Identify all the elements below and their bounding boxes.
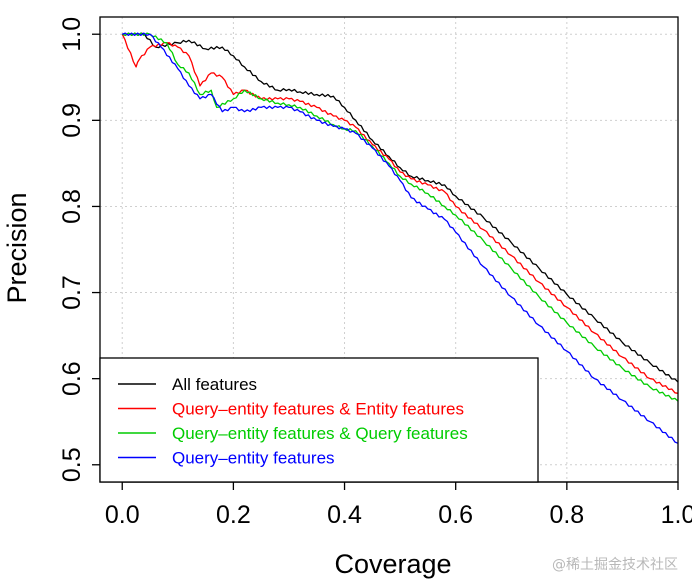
series-line — [121, 32, 679, 444]
series-line — [121, 32, 679, 383]
x-axis-ticks: 0.0 0.2 0.4 0.6 0.8 1.0 — [105, 481, 692, 529]
legend-label: Query–entity features & Entity features — [172, 400, 464, 419]
y-tick-label: 1.0 — [58, 17, 86, 52]
watermark-text: @稀土掘金技术社区 — [552, 557, 678, 573]
y-tick-label: 0.8 — [58, 189, 86, 224]
series-line — [121, 33, 679, 394]
y-axis-label: Precision — [2, 192, 32, 303]
series-lines — [121, 32, 679, 444]
y-tick-label: 0.5 — [58, 447, 86, 482]
y-tick-label: 0.7 — [58, 275, 86, 310]
legend-label: Query–entity features — [172, 449, 335, 468]
x-axis-label: Coverage — [334, 549, 451, 579]
x-tick-label: 0.0 — [105, 501, 140, 529]
x-tick-label: 0.4 — [327, 501, 362, 529]
y-axis-ticks: 0.5 0.6 0.7 0.8 0.9 1.0 — [58, 17, 100, 482]
x-tick-label: 0.6 — [438, 501, 473, 529]
legend-label: All features — [172, 375, 257, 394]
x-tick-label: 0.8 — [549, 501, 584, 529]
x-tick-label: 1.0 — [661, 501, 692, 529]
y-tick-label: 0.9 — [58, 103, 86, 138]
legend-label: Query–entity features & Query features — [172, 424, 468, 443]
legend: All features Query–entity features & Enti… — [99, 357, 539, 483]
y-tick-label: 0.6 — [58, 361, 86, 396]
legend-box — [99, 357, 539, 483]
series-line — [121, 32, 679, 402]
x-tick-label: 0.2 — [216, 501, 251, 529]
